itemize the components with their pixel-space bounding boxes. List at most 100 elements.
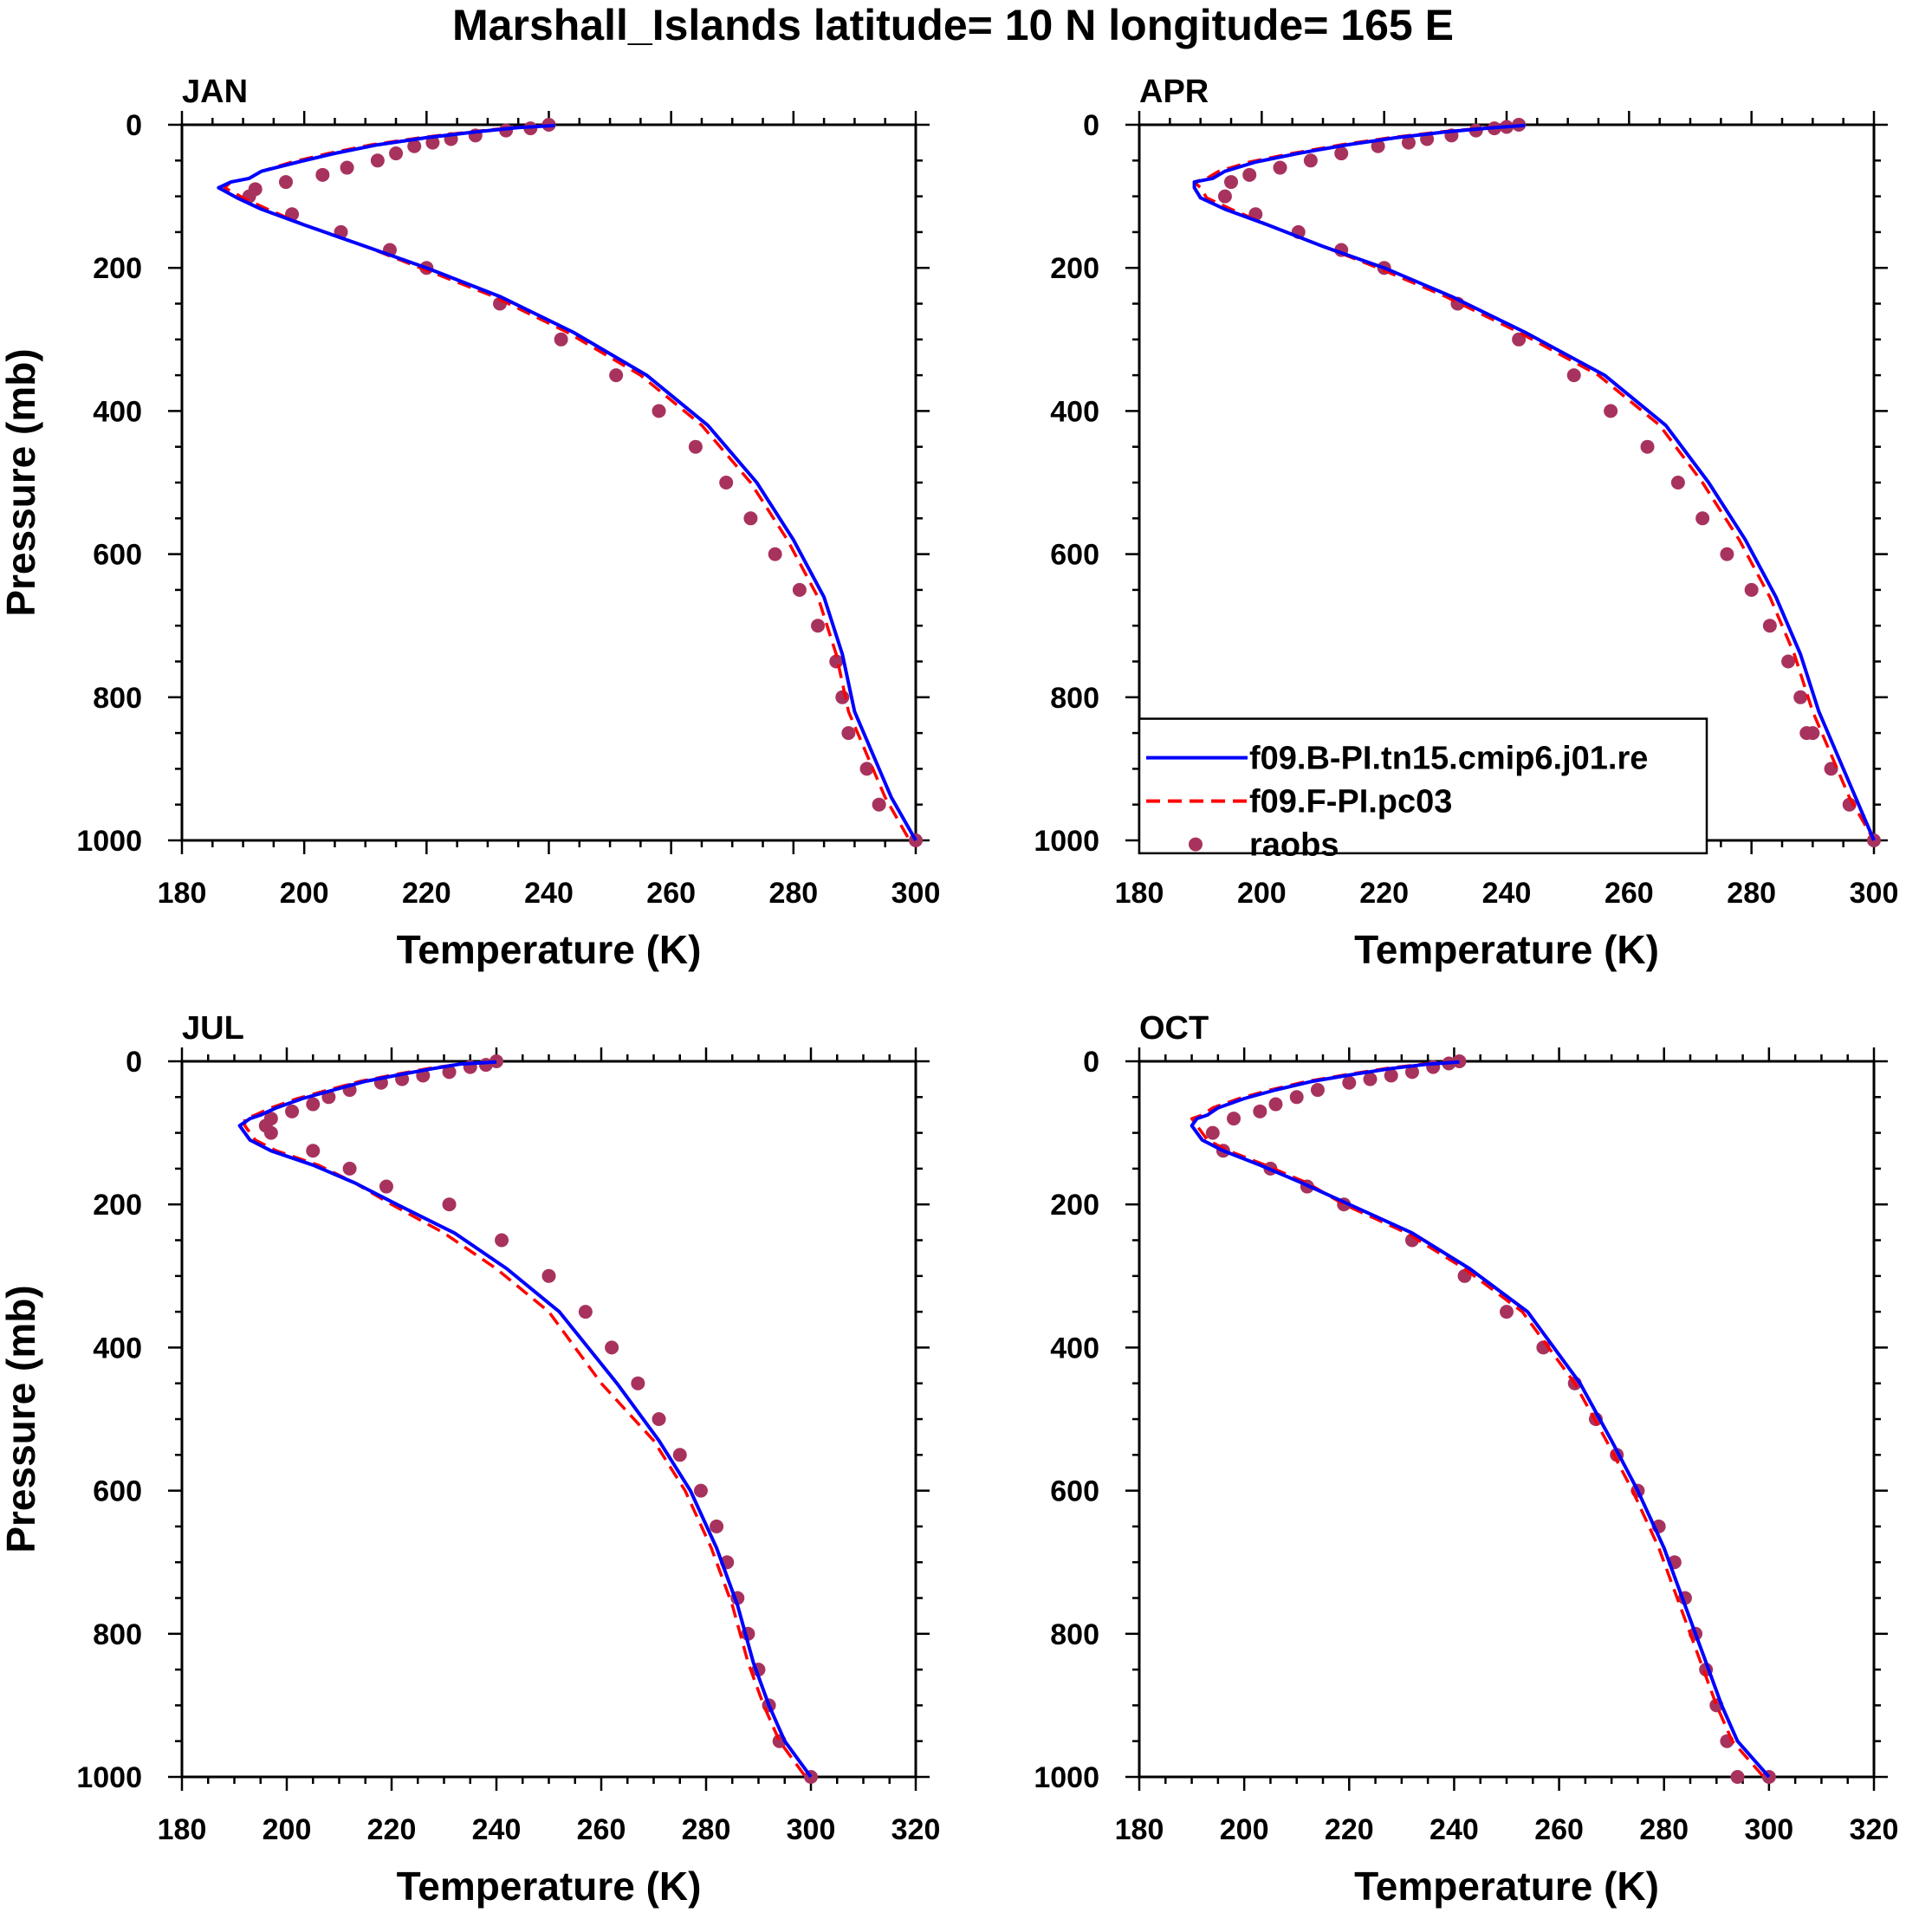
- y-tick-label: 1000: [76, 1761, 142, 1794]
- plot-frame-oct: [1138, 1060, 1876, 1779]
- panel-title-oct: OCT: [1139, 1010, 1209, 1047]
- panel-jul: JUL 180 200 220 240 260 280 300 320 0 200 400 600 800…: [0, 1010, 940, 1909]
- y-tick-label: 400: [93, 395, 142, 428]
- plot-frame-jan: [180, 123, 917, 842]
- legend-box: [1138, 717, 1708, 855]
- raobs-point: [1762, 619, 1777, 633]
- raobs-point: [1242, 167, 1257, 182]
- raobs-point: [442, 1065, 457, 1079]
- y-tick-label: 1000: [1034, 825, 1099, 858]
- series-line-b-pi-oct: [1190, 1060, 1771, 1779]
- raobs-point: [342, 1161, 357, 1176]
- raobs-point: [719, 476, 734, 489]
- raobs-markers-jul: [258, 1054, 818, 1784]
- raobs-point: [285, 1104, 300, 1118]
- raobs-point: [859, 762, 874, 776]
- raobs-point: [872, 797, 886, 812]
- raobs-point: [442, 1197, 457, 1212]
- x-tick-label: 180: [158, 1813, 207, 1846]
- raobs-markers-oct: [1205, 1054, 1776, 1784]
- legend-marker-raobs: [1189, 837, 1203, 852]
- y-tick-label: 600: [93, 1475, 142, 1508]
- x-tick-label: 280: [682, 1813, 731, 1846]
- raobs-point: [1793, 690, 1808, 704]
- raobs-point: [1695, 511, 1710, 526]
- x-tick-label: 320: [1850, 1813, 1899, 1846]
- x-tick-label: 300: [787, 1813, 836, 1846]
- x-tick-label: 260: [646, 877, 696, 910]
- y-tick-label: 600: [1050, 1475, 1099, 1508]
- legend-label: f09.B-PI.tn15.cmip6.j01.re: [1249, 741, 1648, 777]
- raobs-point: [1217, 189, 1232, 204]
- panels: JAN 180 200 220 240 260 280 300 0 200 400 600 800 100…: [0, 74, 1898, 1909]
- panel-title-apr: APR: [1139, 74, 1209, 110]
- raobs-point: [370, 153, 385, 168]
- raobs-point: [1205, 1125, 1220, 1140]
- y-tick-label: 0: [1083, 109, 1099, 142]
- x-tick-label: 280: [1727, 877, 1776, 910]
- series-line-b-pi-jan: [217, 123, 917, 841]
- raobs-point: [389, 146, 404, 161]
- panel-jan: JAN 180 200 220 240 260 280 300 0 200 400 600 800 100…: [0, 74, 940, 972]
- x-tick-label: 220: [402, 877, 451, 910]
- y-tick-label: 200: [1050, 252, 1099, 285]
- y-tick-label: 600: [93, 539, 142, 572]
- raobs-point: [768, 547, 782, 561]
- raobs-point: [1289, 1090, 1304, 1105]
- raobs-point: [652, 1412, 666, 1426]
- figure-title: Marshall_Islands latitude= 10 N longitud…: [452, 1, 1454, 49]
- y-axis-label-jul: Pressure (mb): [0, 1285, 43, 1553]
- x-tick-label: 180: [1115, 1813, 1164, 1846]
- legend: f09.B-PI.tn15.cmip6.j01.re f09.F-PI.pc03 r…: [1138, 717, 1708, 864]
- raobs-point: [1303, 153, 1318, 168]
- raobs-point: [605, 1340, 619, 1355]
- raobs-point: [688, 439, 703, 454]
- y-tick-label: 800: [1050, 1618, 1099, 1651]
- x-tick-label: 200: [263, 1813, 312, 1846]
- raobs-point: [1227, 1112, 1241, 1126]
- raobs-point: [1500, 1305, 1514, 1319]
- x-axis-label-apr: Temperature (K): [1354, 927, 1659, 972]
- raobs-point: [541, 1268, 556, 1283]
- raobs-point: [578, 1305, 593, 1319]
- raobs-point: [609, 368, 624, 383]
- y-tick-label: 800: [1050, 682, 1099, 715]
- y-tick-label: 1000: [76, 825, 142, 858]
- y-tick-label: 0: [126, 109, 142, 142]
- panel-oct: OCT 180 200 220 240 260 280 300 320 0 200 400 600 800…: [1034, 1010, 1898, 1909]
- raobs-point: [1781, 654, 1796, 669]
- x-tick-label: 240: [472, 1813, 522, 1846]
- raobs-point: [1363, 1072, 1378, 1086]
- x-tick-label: 180: [158, 877, 207, 910]
- y-tick-label: 600: [1050, 539, 1099, 572]
- legend-label: f09.F-PI.pc03: [1249, 784, 1452, 820]
- y-tick-label: 200: [93, 1189, 142, 1222]
- y-tick-label: 400: [1050, 1332, 1099, 1365]
- panel-apr: APR 180 200 220 240 260 280 300 0 200 400 600 800 100…: [1034, 74, 1898, 972]
- raobs-point: [425, 135, 440, 150]
- raobs-point: [1806, 726, 1820, 741]
- legend-label: raobs: [1249, 827, 1339, 864]
- y-tick-label: 0: [1083, 1046, 1099, 1079]
- x-tick-label: 260: [1534, 1813, 1584, 1846]
- raobs-point: [835, 690, 850, 704]
- raobs-point: [1273, 160, 1287, 175]
- raobs-point: [1720, 547, 1734, 561]
- raobs-point: [1224, 175, 1238, 190]
- raobs-point: [1730, 1770, 1745, 1784]
- x-tick-label: 260: [577, 1813, 626, 1846]
- raobs-point: [693, 1483, 708, 1498]
- x-axis-label-jan: Temperature (K): [397, 927, 702, 972]
- raobs-point: [407, 139, 422, 153]
- raobs-point: [811, 619, 826, 633]
- raobs-point: [1566, 368, 1581, 383]
- plot-frame-jul: [180, 1060, 917, 1779]
- y-tick-label: 800: [93, 1618, 142, 1651]
- y-tick-label: 200: [1050, 1189, 1099, 1222]
- raobs-point: [743, 511, 758, 526]
- y-tick-label: 200: [93, 252, 142, 285]
- x-tick-label: 240: [524, 877, 574, 910]
- raobs-point: [792, 582, 807, 597]
- x-tick-label: 280: [768, 877, 818, 910]
